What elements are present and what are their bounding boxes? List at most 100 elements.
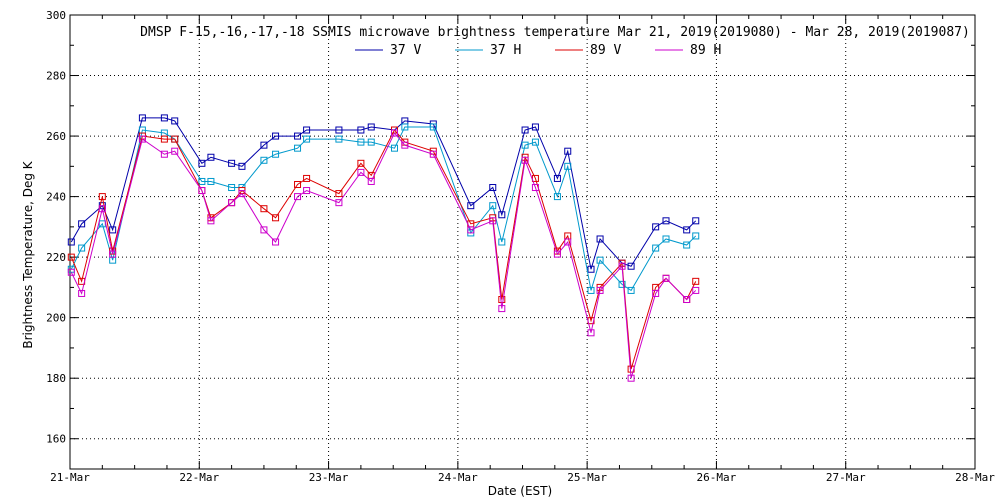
legend-label: 37 H — [490, 43, 521, 58]
legend-entry-37-v: 37 V — [355, 43, 421, 58]
legend-label: 89 H — [690, 43, 721, 58]
data-point — [618, 280, 626, 288]
series-line — [70, 126, 697, 292]
data-point — [78, 289, 86, 297]
series-89-v — [67, 126, 700, 373]
data-point — [662, 274, 670, 282]
data-point — [260, 141, 268, 149]
data-point — [498, 238, 506, 246]
data-point — [429, 123, 437, 131]
data-point — [260, 226, 268, 234]
y-tick-label: 180 — [46, 372, 66, 385]
data-point — [160, 150, 168, 158]
data-point — [498, 296, 506, 304]
data-point — [303, 187, 311, 195]
plot-frame — [69, 14, 976, 470]
data-point — [652, 223, 660, 231]
legend-label: 37 V — [390, 43, 421, 58]
data-point — [587, 265, 595, 273]
data-point — [67, 238, 75, 246]
data-point — [303, 174, 311, 182]
series-37-v — [67, 114, 700, 273]
legend: 37 V 37 H 89 V 89 H — [355, 43, 721, 58]
y-tick-label: 200 — [46, 312, 66, 325]
data-point — [138, 114, 146, 122]
data-point — [272, 238, 280, 246]
x-tick-label: 25-Mar — [567, 471, 607, 484]
data-point — [78, 220, 86, 228]
y-tick-label: 220 — [46, 251, 66, 264]
data-point — [335, 135, 343, 143]
data-point — [662, 217, 670, 225]
data-point — [391, 129, 399, 137]
chart-title: DMSP F-15,-16,-17,-18 SSMIS microwave br… — [140, 25, 970, 40]
data-point — [67, 253, 75, 261]
data-point — [627, 286, 635, 294]
data-point — [652, 244, 660, 252]
data-point — [531, 123, 539, 131]
data-point — [357, 126, 365, 134]
data-point — [683, 296, 691, 304]
data-point — [207, 177, 215, 185]
data-point — [587, 329, 595, 337]
x-tick-label: 28-Mar — [955, 471, 995, 484]
data-point — [198, 177, 206, 185]
data-point — [401, 141, 409, 149]
y-tick-label: 280 — [46, 70, 66, 83]
data-point — [367, 123, 375, 131]
data-point — [553, 174, 561, 182]
x-tick-label: 26-Mar — [697, 471, 737, 484]
data-point — [467, 202, 475, 210]
data-point — [521, 156, 529, 164]
data-point — [596, 256, 604, 264]
data-point — [498, 211, 506, 219]
data-point — [367, 177, 375, 185]
data-point — [294, 193, 302, 201]
data-point — [260, 205, 268, 213]
data-point — [198, 187, 206, 195]
data-point — [238, 190, 246, 198]
data-point — [627, 374, 635, 382]
data-point — [303, 135, 311, 143]
data-point — [335, 126, 343, 134]
data-point — [564, 147, 572, 155]
x-axis-label: Date (EST) — [488, 484, 552, 498]
y-tick-label: 260 — [46, 130, 66, 143]
data-point — [692, 277, 700, 285]
data-point — [335, 190, 343, 198]
data-point — [98, 205, 106, 213]
data-point — [228, 199, 236, 207]
data-point — [160, 114, 168, 122]
data-point — [109, 226, 117, 234]
data-point — [272, 132, 280, 140]
legend-label: 89 V — [590, 43, 621, 58]
y-tick-label: 240 — [46, 191, 66, 204]
data-point — [78, 244, 86, 252]
legend-entry-37-h: 37 H — [455, 43, 521, 58]
data-point — [357, 168, 365, 176]
data-point — [489, 202, 497, 210]
data-point — [692, 286, 700, 294]
data-point — [260, 156, 268, 164]
data-point — [587, 286, 595, 294]
y-tick-label: 300 — [46, 9, 66, 22]
legend-entry-89-h: 89 H — [655, 43, 721, 58]
data-point — [618, 262, 626, 270]
axis-ticks: 21-Mar 22-Mar 23-Mar 24-Mar 25-Mar 26-Mar 27-M… — [46, 9, 995, 484]
x-tick-label: 21-Mar — [50, 471, 90, 484]
data-point — [207, 153, 215, 161]
y-tick-label: 160 — [46, 433, 66, 446]
data-point — [171, 147, 179, 155]
data-point — [627, 262, 635, 270]
x-tick-label: 27-Mar — [826, 471, 866, 484]
data-point — [357, 159, 365, 167]
legend-entry-89-v: 89 V — [555, 43, 621, 58]
data-point — [160, 135, 168, 143]
y-axis-label: Brightness Temperature, Deg K — [21, 160, 35, 348]
data-point — [294, 144, 302, 152]
x-tick-label: 24-Mar — [438, 471, 478, 484]
data-point — [553, 250, 561, 258]
data-point — [564, 238, 572, 246]
data-point — [489, 217, 497, 225]
